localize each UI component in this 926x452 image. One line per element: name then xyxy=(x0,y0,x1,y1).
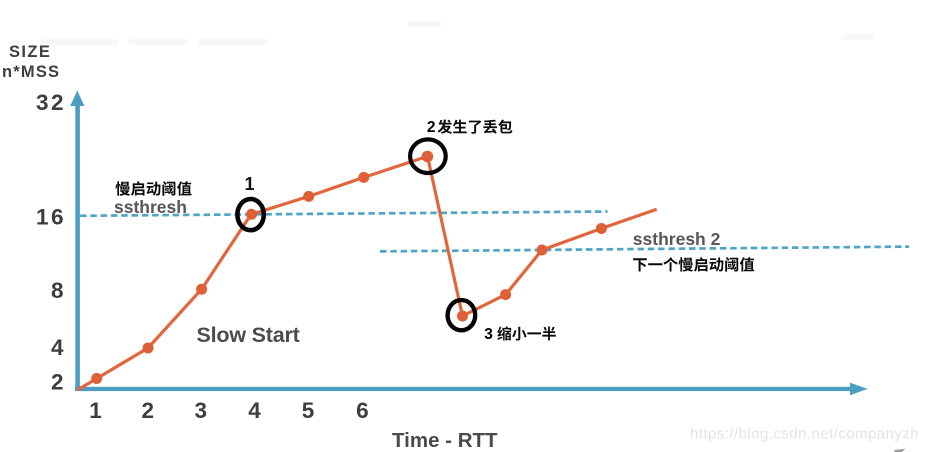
svg-text:2: 2 xyxy=(51,369,64,394)
svg-text:5: 5 xyxy=(302,398,315,423)
svg-text:1: 1 xyxy=(89,398,102,423)
svg-text:ssthresh: ssthresh xyxy=(114,197,187,217)
svg-text:2: 2 xyxy=(142,398,155,423)
svg-text:ssthresh 2: ssthresh 2 xyxy=(633,229,721,249)
svg-text:4: 4 xyxy=(51,335,64,360)
svg-text:Slow Start: Slow Start xyxy=(197,323,300,347)
svg-text:1: 1 xyxy=(244,174,254,194)
svg-text:8: 8 xyxy=(51,278,64,303)
svg-text:Time - RTT: Time - RTT xyxy=(392,429,498,452)
svg-text:3: 3 xyxy=(484,326,493,343)
svg-text:6: 6 xyxy=(356,398,369,423)
svg-text:4: 4 xyxy=(248,398,261,423)
svg-text:SIZE: SIZE xyxy=(9,43,51,61)
svg-text:n*MSS: n*MSS xyxy=(2,63,60,81)
svg-text:32: 32 xyxy=(36,90,66,115)
svg-text:16: 16 xyxy=(36,205,66,230)
svg-text:2: 2 xyxy=(427,119,436,136)
svg-text:https://blog.csdn.net/companyz: https://blog.csdn.net/companyzh xyxy=(690,426,919,443)
svg-text:3: 3 xyxy=(195,398,208,423)
